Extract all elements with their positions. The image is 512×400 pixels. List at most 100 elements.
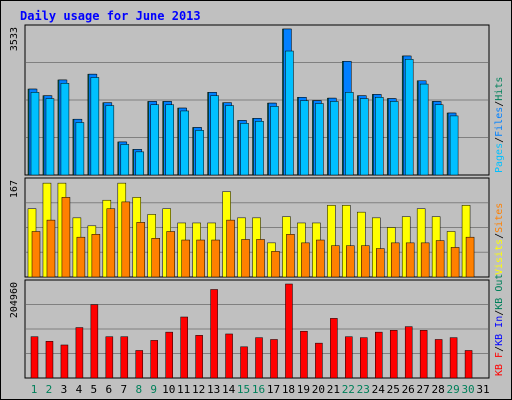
sites-bar <box>331 245 340 278</box>
x-tick-label: 7 <box>120 383 127 396</box>
sites-bar <box>106 208 116 278</box>
x-tick-label: 29 <box>446 383 459 396</box>
sites-bar <box>301 242 310 278</box>
pages-bar <box>285 50 294 176</box>
kb-f-bar <box>419 330 428 379</box>
kb-f-bar <box>270 339 278 379</box>
pages-bar <box>75 122 85 176</box>
sites-bar <box>61 197 71 278</box>
kb-f-bar <box>75 327 84 379</box>
legend-hits: Hits <box>494 77 505 101</box>
legend: Pages/Files/Hits <box>494 77 505 173</box>
sites-bar <box>405 242 415 278</box>
kb-f-bar <box>195 335 203 379</box>
pages-bar <box>255 121 264 176</box>
pages-bar <box>375 97 384 176</box>
x-tick-label: 25 <box>387 383 400 396</box>
x-tick-label: 10 <box>162 383 175 396</box>
legend--: / <box>494 310 505 316</box>
pages-bar <box>449 115 459 176</box>
x-tick-label: 19 <box>297 383 310 396</box>
kb-f-bar <box>300 330 308 379</box>
kb-f-bar <box>345 336 353 379</box>
sites-bar <box>136 222 146 278</box>
sites-bar <box>181 239 190 278</box>
x-tick-label: 1 <box>31 383 38 396</box>
kb-f-bar <box>180 316 188 379</box>
x-tick-label: 17 <box>267 383 280 396</box>
pages-bar <box>90 77 100 176</box>
x-axis-labels: 1 2 3 4 5 6 7 8 9 10 11 12 13 14 15 16 17 18 19 20 21 22 23 24 2… <box>31 383 490 396</box>
x-tick-label: 4 <box>76 383 83 396</box>
kb-f-bar <box>165 331 173 379</box>
legend-sites: Sites <box>494 203 505 233</box>
x-tick-label: 30 <box>461 383 474 396</box>
x-tick-label: 6 <box>106 383 113 396</box>
x-tick-label: 8 <box>135 383 142 396</box>
y-max-label: 204960 <box>9 282 20 318</box>
panel-top: 3533 Pages/Files/Hits <box>9 24 505 176</box>
kb-f-bar <box>210 289 218 379</box>
legend-kb-out: KB Out <box>494 274 505 310</box>
pages-bar <box>30 92 40 176</box>
x-tick-label: 12 <box>192 383 205 396</box>
pages-bar <box>165 104 174 176</box>
legend-kb-in: KB In <box>494 316 505 346</box>
kb-f-bar <box>255 337 263 379</box>
legend-kb-f: KB F <box>494 352 505 376</box>
x-tick-label: 16 <box>252 383 265 396</box>
x-tick-label: 23 <box>357 383 370 396</box>
x-tick-label: 5 <box>91 383 98 396</box>
kb-f-bar <box>449 337 458 379</box>
pages-bar <box>210 95 219 176</box>
kb-f-bar <box>45 341 54 379</box>
pages-bar <box>360 98 369 176</box>
x-tick-label: 31 <box>476 383 489 396</box>
pages-bar <box>150 104 159 176</box>
pages-bar <box>240 123 249 176</box>
sites-bar <box>376 248 385 278</box>
sites-bar <box>211 239 220 278</box>
kb-f-bar <box>375 331 383 379</box>
sites-bar <box>31 231 41 278</box>
kb-f-bar <box>464 350 473 379</box>
kb-f-bar <box>404 326 413 379</box>
x-tick-label: 2 <box>46 383 53 396</box>
kb-f-bar <box>135 350 144 379</box>
sites-bar <box>241 239 250 278</box>
x-tick-label: 28 <box>432 383 445 396</box>
x-tick-label: 14 <box>222 383 236 396</box>
legend--: / <box>494 101 505 107</box>
legend: KB F/KB In/KB Out <box>494 274 505 376</box>
panel-mid: 167 Visits/Sites <box>9 177 505 278</box>
sites-bar <box>196 239 205 278</box>
x-tick-label: 21 <box>327 383 340 396</box>
x-tick-label: 18 <box>282 383 295 396</box>
sites-bar <box>346 245 355 278</box>
sites-bar <box>166 231 175 278</box>
sites-bar <box>316 239 325 278</box>
pages-bar <box>389 101 399 176</box>
pages-bar <box>135 151 145 176</box>
pages-bar <box>60 83 70 176</box>
pages-bar <box>404 59 414 176</box>
pages-bar <box>419 83 429 176</box>
kb-f-bar <box>30 336 39 379</box>
y-max-label: 3533 <box>9 27 20 51</box>
sites-bar <box>256 239 265 278</box>
kb-f-bar <box>315 342 323 379</box>
pages-bar <box>434 104 444 176</box>
pages-bar <box>120 144 130 176</box>
sites-bar <box>91 234 101 278</box>
x-tick-label: 27 <box>417 383 430 396</box>
sites-bar <box>121 201 131 278</box>
sites-bar <box>226 219 235 278</box>
x-tick-label: 11 <box>177 383 190 396</box>
x-tick-label: 15 <box>237 383 250 396</box>
sites-bar <box>450 247 460 278</box>
kb-f-bar <box>434 339 443 379</box>
x-tick-label: 9 <box>150 383 157 396</box>
kb-f-bar <box>240 346 248 379</box>
